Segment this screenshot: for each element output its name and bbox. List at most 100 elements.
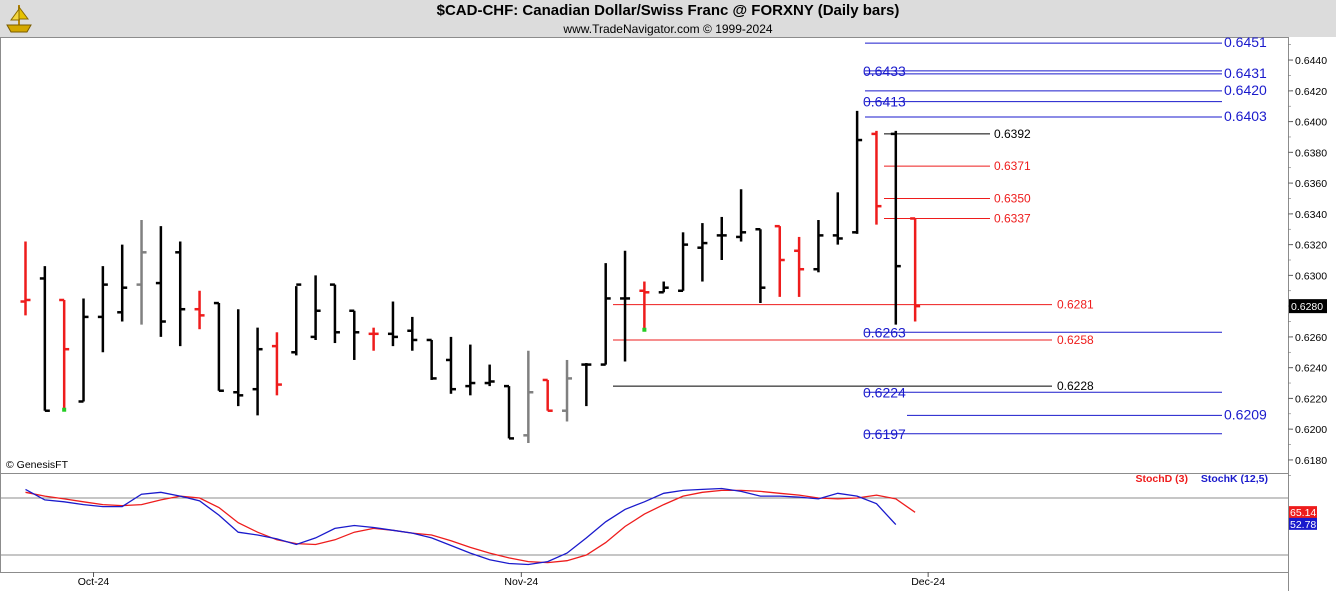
stoch-k-legend: StochK (12,5): [1201, 473, 1268, 485]
y-tick-label: 0.6360: [1295, 178, 1327, 190]
price-bar: [271, 332, 282, 396]
price-bar: [620, 250, 631, 362]
level-label: 0.6263: [863, 324, 906, 340]
y-tick-label: 0.6240: [1295, 363, 1327, 375]
x-tick-label: Oct-24: [78, 576, 110, 588]
price-bar: [755, 227, 766, 304]
stoch-panel-border: [0, 473, 1289, 573]
y-tick-label: 0.6200: [1295, 424, 1327, 436]
level-label: 0.6224: [863, 384, 906, 400]
level-label: 0.6433: [863, 63, 906, 79]
price-bar: [871, 130, 882, 225]
copyright-label: © GenesisFT: [6, 459, 69, 471]
price-bar: [794, 236, 805, 297]
low-marker: [642, 327, 647, 332]
low-marker: [62, 407, 67, 412]
price-bar: [658, 281, 669, 294]
level-label: 0.6197: [863, 426, 906, 442]
stoch-k-value: 52.78: [1290, 519, 1316, 531]
level-label: 0.6258: [1057, 333, 1094, 347]
price-bar: [523, 350, 534, 444]
price-bar: [465, 344, 476, 396]
price-bar: [136, 220, 147, 325]
price-bar: [349, 309, 360, 360]
y-axis: 0.6180 0.6200 0.6220 0.6240 0.6260 0.6280 0.63…: [1288, 44, 1327, 476]
price-bar: [329, 283, 340, 344]
price-bar: [426, 338, 437, 380]
price-bar: [600, 263, 611, 366]
price-bar: [581, 363, 592, 407]
y-tick-label: 0.6320: [1295, 240, 1327, 252]
price-bar: [910, 217, 921, 322]
price-bar: [542, 378, 553, 412]
y-tick-label: 0.6340: [1295, 209, 1327, 221]
price-bars: [20, 110, 921, 444]
price-bar: [697, 223, 708, 282]
price-bar: [716, 216, 727, 260]
chart-frame: [0, 37, 1289, 591]
price-bar: [387, 301, 398, 347]
price-bar: [310, 275, 321, 340]
main-panel-border: [0, 37, 1289, 474]
x-tick-label: Nov-24: [504, 576, 538, 588]
price-bar: [774, 224, 785, 297]
level-label: 0.6431: [1224, 65, 1267, 81]
price-bar: [484, 364, 495, 387]
chart-title: $CAD-CHF: Canadian Dollar/Swiss Franc @ …: [436, 2, 900, 19]
level-label: 0.6392: [994, 127, 1031, 141]
y-tick-label: 0.6420: [1295, 86, 1327, 98]
price-bar: [97, 266, 108, 353]
price-bar: [368, 327, 379, 351]
price-bar: [852, 110, 863, 234]
level-label: 0.6209: [1224, 406, 1267, 422]
price-bar: [736, 189, 747, 242]
level-label: 0.6281: [1057, 298, 1094, 312]
price-bar: [175, 241, 186, 347]
stoch-k-value-box: [1289, 517, 1317, 530]
price-bar: [59, 298, 70, 412]
stoch-d-value-box: [1289, 506, 1317, 519]
price-bar: [194, 290, 205, 330]
level-label: 0.6420: [1224, 82, 1267, 98]
price-bar: [639, 281, 650, 332]
level-label: 0.6228: [1057, 379, 1094, 393]
price-bar: [291, 283, 302, 356]
y-tick-label: 0.6300: [1295, 270, 1327, 282]
level-label: 0.6451: [1224, 34, 1267, 50]
price-bar: [20, 241, 31, 316]
price-bar: [890, 130, 901, 325]
stoch-k-line: [25, 487, 897, 566]
level-label: 0.6413: [863, 94, 906, 110]
price-bar: [155, 226, 166, 337]
price-bar: [233, 309, 244, 407]
price-bar: [445, 336, 456, 394]
price-bar: [832, 192, 843, 245]
level-label: 0.6371: [994, 159, 1031, 173]
x-tick-label: Dec-24: [911, 576, 945, 588]
stoch-d-value: 65.14: [1290, 507, 1316, 519]
price-bar: [678, 232, 689, 293]
price-bar: [39, 266, 50, 412]
y-tick-label: 0.6380: [1295, 147, 1327, 159]
last-price-box: [1289, 299, 1327, 314]
level-label: 0.6403: [1224, 108, 1267, 124]
price-bar: [504, 384, 514, 440]
x-axis: Oct-24 Nov-24 Dec-24: [78, 572, 945, 588]
y-tick-label: 0.6220: [1295, 393, 1327, 405]
y-tick-label: 0.6400: [1295, 117, 1327, 129]
stoch-d-legend: StochD (3): [1136, 473, 1189, 485]
price-bar: [407, 316, 418, 351]
trade-navigator-ship-logo-icon: [4, 3, 34, 35]
level-label: 0.6337: [994, 211, 1031, 225]
stoch-d-line: [25, 489, 916, 564]
price-bar: [813, 220, 824, 273]
y-tick-label: 0.6260: [1295, 332, 1327, 344]
price-bar: [117, 244, 128, 322]
price-bar: [252, 327, 263, 416]
price-bar: [562, 359, 573, 422]
y-tick-label: 0.6180: [1295, 455, 1327, 467]
price-bar: [213, 301, 224, 392]
